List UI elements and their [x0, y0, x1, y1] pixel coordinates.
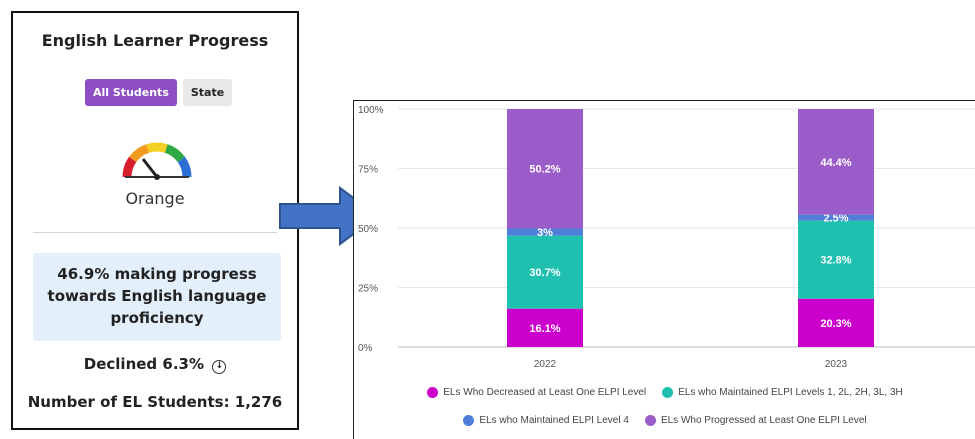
change-indicator: Declined 6.3% ↓	[13, 355, 297, 374]
card-title: English Learner Progress	[41, 31, 269, 50]
legend-label: ELs Who Decreased at Least One ELPI Leve…	[443, 387, 647, 398]
gauge-segment-orange	[129, 144, 150, 163]
chart-plot: 0% 25% 50% 75% 100% 16.1% 30.7% 3% 50.2% 2022 20.3…	[358, 105, 975, 370]
bar-segment[interactable]	[798, 298, 874, 347]
bar-segment[interactable]	[798, 220, 874, 299]
legend-dot-icon	[662, 387, 674, 398]
legend-label: ELs Who Progressed at Least One ELPI Lev…	[660, 415, 867, 426]
card-divider	[33, 232, 277, 233]
legend-dot-icon	[427, 387, 439, 398]
state-button[interactable]: State	[182, 79, 233, 106]
legend-item[interactable]: ELs who Maintained ELPI Levels 1, 2L, 2H…	[662, 387, 903, 398]
legend-item[interactable]: ELs Who Progressed at Least One ELPI Lev…	[644, 415, 867, 426]
x-tick-label: 2022	[534, 359, 557, 370]
bar-segment[interactable]	[798, 109, 874, 215]
gauge-segment-green	[164, 144, 185, 163]
y-tick-label: 25%	[358, 284, 378, 295]
bar-value-label: 50.2%	[529, 164, 560, 176]
legend-dot-icon	[463, 415, 475, 426]
declined-text: Declined 6.3%	[83, 355, 204, 373]
bar-value-label: 32.8%	[820, 255, 851, 267]
stacked-bar-chart: 0% 25% 50% 75% 100% 16.1% 30.7% 3% 50.2% 2022 20.3…	[353, 100, 975, 439]
legend-dot-icon	[644, 415, 656, 426]
gauge-pivot	[154, 174, 160, 180]
bar-value-label: 30.7%	[529, 267, 560, 279]
bar-segment[interactable]	[507, 235, 583, 309]
performance-gauge-icon	[122, 142, 192, 180]
gauge-needle	[141, 158, 159, 178]
y-tick-label: 100%	[358, 105, 384, 116]
all-students-button[interactable]: All Students	[85, 79, 177, 106]
legend-label: ELs who Maintained ELPI Level 4	[479, 415, 629, 426]
bar-segment[interactable]	[507, 228, 583, 236]
bar-segment[interactable]	[507, 308, 583, 347]
bar-value-label: 20.3%	[820, 318, 851, 330]
x-tick-label: 2023	[825, 359, 848, 370]
y-tick-label: 50%	[358, 224, 378, 235]
progress-summary: 46.9% making progress towards English la…	[33, 253, 281, 341]
gauge-segment-blue	[177, 156, 192, 178]
bar-value-label: 16.1%	[529, 323, 560, 335]
english-learner-progress-card: English Learner Progress All Students St…	[11, 11, 299, 430]
bar-segment[interactable]	[507, 109, 583, 229]
legend-label: ELs who Maintained ELPI Levels 1, 2L, 2H…	[678, 387, 903, 398]
legend-item[interactable]: ELs Who Decreased at Least One ELPI Leve…	[427, 387, 646, 398]
legend-item[interactable]: ELs who Maintained ELPI Level 4	[463, 415, 629, 426]
bar-segment[interactable]	[798, 214, 874, 221]
bar-value-label: 3%	[537, 227, 553, 239]
bar-value-label: 2.5%	[823, 213, 848, 225]
circle-arrow-down-icon: ↓	[212, 360, 227, 374]
y-tick-label: 75%	[358, 165, 378, 176]
y-tick-label: 0%	[358, 343, 373, 354]
bar-value-label: 44.4%	[820, 157, 851, 169]
gauge-segment-yellow	[146, 142, 168, 153]
student-group-toggle: All Students State	[85, 79, 233, 106]
gauge-segment-red	[122, 156, 137, 178]
el-student-count: Number of EL Students: 1,276	[27, 393, 283, 411]
gauge-label: Orange	[125, 189, 185, 208]
